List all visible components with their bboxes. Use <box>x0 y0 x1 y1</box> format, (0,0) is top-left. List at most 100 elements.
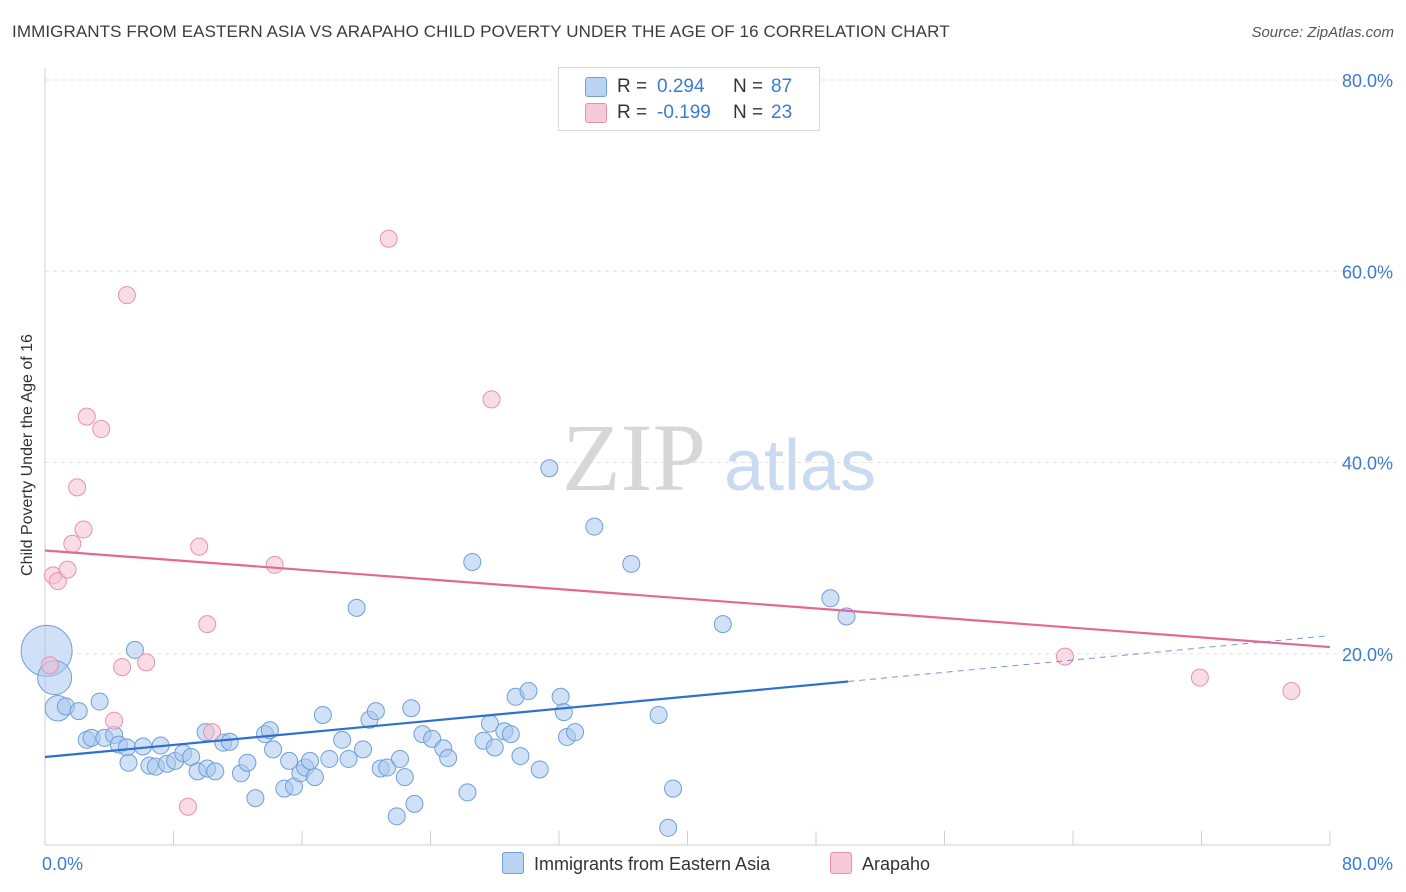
gridlines <box>45 79 1393 655</box>
legend-r-value: 0.294 <box>657 76 705 97</box>
watermark-atlas: atlas <box>724 426 876 506</box>
data-point-arapaho <box>203 723 222 742</box>
bottom-legend-label: Arapaho <box>862 854 931 874</box>
data-point-eastern-asia <box>585 517 604 536</box>
data-point-eastern-asia <box>220 732 239 751</box>
legend-n-label: N = <box>733 102 764 123</box>
x-tick-label: 80.0% <box>1342 854 1393 874</box>
data-point-arapaho <box>105 711 124 730</box>
source-label: Source: ZipAtlas.com <box>1251 24 1394 41</box>
x-tick-label: 0.0% <box>42 854 83 874</box>
legend-n-value: 23 <box>771 102 793 123</box>
data-point-eastern-asia <box>206 762 225 781</box>
data-point-eastern-asia <box>378 758 397 777</box>
data-point-arapaho <box>1190 668 1209 687</box>
data-point-eastern-asia <box>246 789 265 808</box>
tick-labels: 20.0% 40.0% 60.0% 80.0% 0.0% 80.0% <box>42 71 1393 874</box>
data-point-arapaho <box>48 572 67 591</box>
data-point-arapaho <box>40 656 59 675</box>
data-point-arapaho <box>113 658 132 677</box>
data-point-arapaho <box>198 615 217 634</box>
data-point-arapaho <box>74 520 93 539</box>
data-point-eastern-asia <box>622 554 641 573</box>
y-tick-label: 20.0% <box>1342 645 1393 665</box>
series-arapaho-points <box>40 229 1301 816</box>
data-point-arapaho <box>1055 647 1074 666</box>
data-point-arapaho <box>68 478 87 497</box>
legend-r-value: -0.199 <box>657 102 711 123</box>
data-point-eastern-asia <box>90 692 109 711</box>
data-point-eastern-asia <box>339 749 358 768</box>
data-point-eastern-asia <box>125 640 144 659</box>
trend-line-arapaho <box>44 549 1331 649</box>
data-point-eastern-asia <box>333 730 352 749</box>
data-point-eastern-asia <box>551 687 570 706</box>
data-point-eastern-asia <box>649 705 668 724</box>
legend-r-label: R = <box>617 76 648 97</box>
data-point-eastern-asia <box>347 598 366 617</box>
data-point-arapaho <box>1282 682 1301 701</box>
trend-line-eastern-asia-extension <box>848 635 1331 682</box>
data-point-arapaho <box>58 560 77 579</box>
bottom-legend-label: Immigrants from Eastern Asia <box>534 854 771 874</box>
data-point-eastern-asia <box>554 703 573 722</box>
trend-line-eastern-asia <box>44 680 849 759</box>
data-point-arapaho <box>92 420 111 439</box>
legend-n-label: N = <box>733 76 764 97</box>
data-point-eastern-asia <box>501 725 520 744</box>
data-point-arapaho <box>379 229 398 248</box>
data-point-arapaho <box>117 286 136 305</box>
data-point-eastern-asia <box>301 751 320 770</box>
data-point-eastern-asia <box>387 807 406 826</box>
data-point-eastern-asia <box>320 749 339 768</box>
correlation-legend: R = 0.294 N = 87 R = -0.199 N = 23 <box>558 67 820 131</box>
y-tick-label: 60.0% <box>1342 262 1393 282</box>
data-point-eastern-asia <box>530 760 549 779</box>
data-point-arapaho <box>190 537 209 556</box>
data-point-arapaho <box>63 534 82 553</box>
data-point-eastern-asia <box>821 589 840 608</box>
data-point-eastern-asia <box>117 738 136 757</box>
data-point-eastern-asia <box>119 753 138 772</box>
bottom-legend-swatch-pink <box>830 852 852 874</box>
watermark: ZIP atlas <box>562 404 876 511</box>
data-point-eastern-asia <box>402 699 421 718</box>
data-point-eastern-asia <box>837 607 856 626</box>
data-point-arapaho <box>137 653 156 672</box>
data-point-eastern-asia <box>485 738 504 757</box>
data-point-eastern-asia <box>280 751 299 770</box>
data-point-eastern-asia <box>439 748 458 767</box>
data-point-eastern-asia <box>659 818 678 837</box>
data-point-arapaho <box>77 407 96 426</box>
axes <box>44 68 1331 846</box>
data-point-arapaho <box>178 797 197 816</box>
y-tick-label: 40.0% <box>1342 454 1393 474</box>
data-point-arapaho <box>265 555 284 574</box>
legend-swatch-blue <box>585 77 607 97</box>
bottom-legend-swatch-blue <box>502 852 524 874</box>
data-point-arapaho <box>482 390 501 409</box>
data-point-eastern-asia <box>713 615 732 634</box>
data-point-eastern-asia <box>366 702 385 721</box>
data-point-eastern-asia <box>540 459 559 478</box>
data-point-eastern-asia <box>458 783 477 802</box>
data-point-eastern-asia <box>395 768 414 787</box>
data-point-eastern-asia <box>264 740 283 759</box>
data-point-eastern-asia <box>511 747 530 766</box>
chart-title: IMMIGRANTS FROM EASTERN ASIA VS ARAPAHO … <box>12 22 950 41</box>
data-point-eastern-asia <box>463 552 482 571</box>
y-tick-label: 80.0% <box>1342 71 1393 91</box>
legend-r-label: R = <box>617 102 648 123</box>
data-point-eastern-asia <box>313 705 332 724</box>
series-eastern-asia-points <box>20 459 856 837</box>
watermark-zip: ZIP <box>562 404 706 511</box>
legend-swatch-pink <box>585 103 607 123</box>
bottom-legend-arapaho: Arapaho <box>830 852 930 875</box>
data-point-eastern-asia <box>664 779 683 798</box>
data-point-eastern-asia <box>390 749 409 768</box>
trend-lines <box>44 549 1331 759</box>
data-point-eastern-asia <box>566 723 585 742</box>
data-point-eastern-asia <box>519 682 538 701</box>
data-point-eastern-asia <box>238 753 257 772</box>
